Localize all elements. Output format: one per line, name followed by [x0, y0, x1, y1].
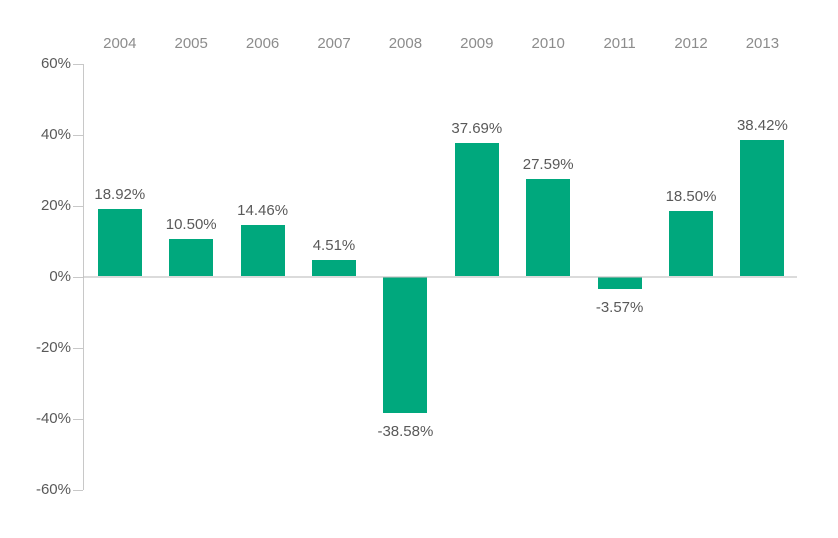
category-label: 2007 [317, 35, 351, 52]
y-tick [73, 347, 83, 349]
y-axis-tick-label: 20% [40, 196, 71, 214]
y-axis-tick-label: 0% [49, 267, 71, 285]
bar-2009 [454, 142, 499, 277]
category-label: 2004 [103, 35, 137, 52]
bar-2012 [669, 210, 713, 277]
y-tick [73, 63, 83, 65]
bar-2005 [169, 239, 214, 277]
category-label: 2008 [388, 35, 423, 52]
category-label: 2005 [174, 35, 208, 52]
value-label: -3.57% [595, 299, 644, 317]
y-tick [73, 134, 83, 136]
bar-2007 [312, 260, 356, 277]
y-tick [73, 276, 83, 278]
value-label: 37.69% [451, 119, 503, 137]
value-label: 27.59% [522, 155, 574, 173]
y-axis-tick-label: 40% [40, 125, 71, 143]
y-axis-tick-label: -40% [35, 409, 71, 427]
y-tick [73, 489, 83, 491]
y-axis-tick-label: 60% [40, 54, 71, 72]
bar-2010 [526, 178, 571, 277]
value-label: 10.50% [165, 216, 217, 234]
zero-baseline [83, 275, 797, 278]
value-label: -38.58% [377, 423, 434, 441]
y-tick [73, 205, 83, 207]
bar-2013 [740, 140, 785, 277]
value-label: 4.51% [312, 237, 356, 255]
bar-2004 [97, 209, 142, 277]
category-label: 2013 [745, 35, 780, 52]
value-label: 18.92% [94, 186, 146, 204]
bar-2011 [597, 276, 642, 290]
category-label: 2009 [460, 35, 494, 52]
y-axis-tick-label: -20% [35, 338, 71, 356]
y-tick [73, 418, 83, 420]
category-label: 2006 [245, 35, 280, 52]
bar-2006 [240, 225, 285, 277]
bar-2008 [383, 276, 428, 414]
value-label: 14.46% [237, 202, 289, 220]
value-label: 38.42% [736, 117, 788, 135]
category-label: 2010 [531, 35, 565, 52]
category-label: 2011 [603, 35, 636, 52]
y-axis-tick-label: -60% [35, 480, 71, 498]
category-label: 2012 [674, 35, 708, 52]
value-label: 18.50% [665, 187, 717, 205]
